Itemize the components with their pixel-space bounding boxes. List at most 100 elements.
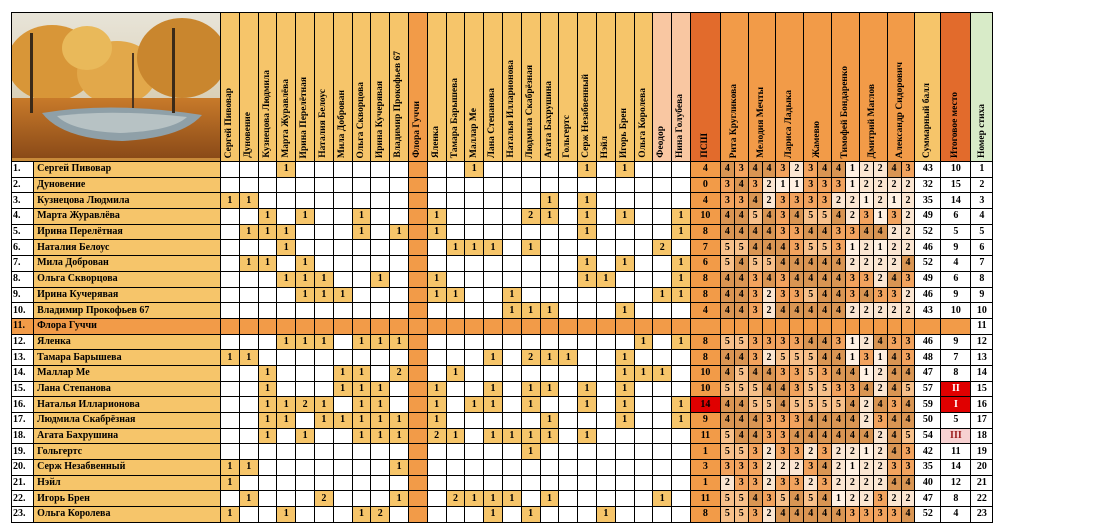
judge-score-cell: 4 [747,490,763,508]
vote-cell [389,380,409,398]
vote-cell [595,459,616,476]
judge-score-cell: 2 [872,443,888,461]
vote-cell: 1 [332,364,353,382]
vote-cell [539,161,560,178]
sum-cell: 52 [914,506,942,523]
vote-cell [257,270,278,288]
judge-score-cell: 5 [900,427,916,445]
voter-header: Игорь Брен [614,12,635,162]
vote-cell [370,490,391,508]
vote-cell: 1 [351,333,372,351]
vote-cell: 1 [577,427,597,445]
judge-score-cell: 5 [733,364,749,382]
judge-score-cell: 4 [858,286,874,304]
judge-score-cell: 2 [900,490,916,508]
judge-score-cell: 3 [886,286,902,304]
judge-score-cell: 4 [803,255,819,272]
vote-cell [313,427,334,445]
voter-header-label: Флора Гуччи [412,101,423,158]
place-cell: 5 [940,223,972,241]
vote-cell [220,223,240,241]
vote-cell [332,333,353,351]
vote-cell [671,474,691,492]
vote-cell [633,443,654,461]
poem-number-cell: 10 [970,302,994,319]
judge-score-cell: 2 [831,443,846,461]
voter-header-label: Ольга Королева [637,88,648,158]
vote-cell [238,506,259,523]
judge-score-cell: 5 [900,380,916,398]
vote-cell [595,223,616,241]
judge-score-cell: 4 [872,396,888,413]
vote-cell [520,412,541,429]
voter-header: Владимир Прокофьев 67 [389,12,409,162]
vote-cell: 1 [370,396,391,413]
judge-score-cell: 4 [831,161,846,178]
vote-cell: 1 [276,161,297,178]
judge-score-cell: 4 [775,506,791,523]
vote-cell [295,380,315,398]
vote-cell [671,380,691,398]
vote-cell [539,443,560,461]
vote-cell [407,333,428,351]
row-number: 9. [10,286,35,304]
vote-cell [276,427,297,445]
pssh-cell: 6 [689,255,721,272]
vote-cell: 1 [389,490,409,508]
vote-cell: 1 [426,270,447,288]
vote-cell [652,255,673,272]
table-row: 1. Сергей Пивовар 1 1 1 1 4 4 3 4 4 3 2 3 4 4 1 2 2 4 3 43 10 1 [10,161,994,178]
vote-cell [313,380,334,398]
judge-score-cell: 4 [733,286,749,304]
voter-header-label: Нэйл [600,135,611,158]
vote-cell [295,192,315,210]
judge-score-cell: 5 [733,490,749,508]
vote-cell [389,270,409,288]
judge-score-cell [886,317,902,335]
vote-cell: 1 [220,506,240,523]
vote-cell [238,333,259,351]
judge-score-cell: 2 [858,239,874,257]
vote-cell [614,223,635,241]
judge-score-cell: 4 [831,286,846,304]
poem-number-cell: 21 [970,474,994,492]
vote-cell [407,286,428,304]
vote-cell [407,412,428,429]
judge-score-cell: 3 [747,506,763,523]
judge-score-cell: 2 [886,239,902,257]
judge-score-cell: 5 [803,364,819,382]
vote-cell [558,161,579,178]
table-row: 3. Кузнецова Людмила 1 1 1 1 4 3 3 4 2 3 3 3 3 2 2 1 2 1 2 35… [10,192,994,210]
judge-score-cell: 3 [872,506,888,523]
place-cell: II [940,380,972,398]
judge-score-cell: 2 [872,270,888,288]
table-row: 15. Лана Степанова 1 1 1 1 1 1 1 1 1 1 10 5 5 5 4 4 3 5 5 3 3 4… [10,380,994,398]
judge-score-cell: 4 [789,427,805,445]
table-row: 10. Владимир Прокофьев 67 1 1 1 1 4 4 4 3 2 4 4 4 4 4 2 2… [10,302,994,319]
vote-cell: 1 [595,270,616,288]
vote-cell [539,396,560,413]
vote-cell [558,364,579,382]
poem-number-cell: 7 [970,255,994,272]
judge-score-cell: 5 [761,396,777,413]
vote-cell [276,380,297,398]
vote-cell [558,255,579,272]
vote-cell: 2 [520,208,541,225]
vote-cell [407,490,428,508]
row-number: 23. [10,506,35,523]
vote-cell [633,192,654,210]
judge-score-cell: 3 [747,270,763,288]
judge-score-cell: 3 [900,161,916,178]
judge-score-cell: 4 [817,349,833,366]
vote-cell [332,443,353,461]
vote-cell [501,380,522,398]
judge-score-cell: 3 [831,223,846,241]
judge-score-cell: 3 [886,333,902,351]
vote-cell [652,223,673,241]
judge-score-cell: 3 [900,333,916,351]
judge-score-cell: 4 [817,490,833,508]
judge-score-cell: 2 [761,176,777,194]
vote-cell [520,364,541,382]
vote-cell: 1 [220,349,240,366]
vote-cell [426,302,447,319]
